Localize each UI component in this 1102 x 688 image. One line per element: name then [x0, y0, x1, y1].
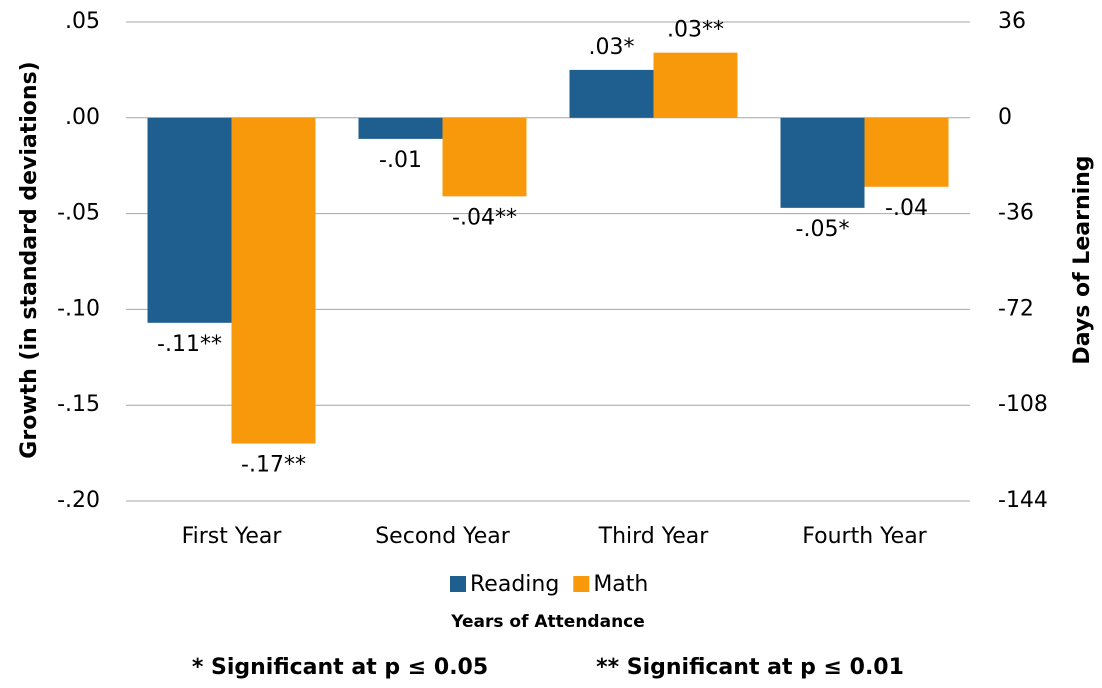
y-axis-label: Growth (in standard deviations): [17, 61, 42, 458]
data-label: -.04**: [452, 205, 517, 230]
bar: [569, 69, 654, 118]
legend-label: Reading: [470, 572, 559, 597]
y2-tick-label: -36: [998, 201, 1034, 226]
y-tick-label: .05: [65, 9, 100, 34]
bar: [147, 117, 232, 323]
y2-axis-label: Days of Learning: [1070, 155, 1095, 364]
footnote: ** Significant at p ≤ 0.01: [596, 655, 904, 680]
y2-tick-label: -144: [998, 488, 1048, 513]
bar: [864, 117, 949, 187]
y2-tick-label: 36: [998, 9, 1026, 34]
bar: [442, 117, 527, 197]
bar: [358, 117, 443, 139]
legend-swatch: [573, 576, 590, 592]
footnote: * Significant at p ≤ 0.05: [192, 655, 488, 680]
x-tick-label: Second Year: [375, 524, 510, 549]
y-tick-label: -.10: [57, 296, 100, 321]
bar: [780, 117, 865, 208]
y2-tick-label: 0: [998, 105, 1012, 130]
y-tick-label: -.05: [57, 201, 100, 226]
y-tick-label: .00: [65, 105, 100, 130]
data-label: -.04: [885, 196, 928, 221]
y2-tick-label: -72: [998, 296, 1034, 321]
data-label: .03*: [589, 35, 635, 60]
legend-swatch: [450, 576, 466, 592]
y-tick-label: -.20: [57, 488, 100, 513]
data-label: -.17**: [241, 453, 306, 478]
x-tick-label: First Year: [182, 524, 283, 549]
bar: [231, 117, 316, 444]
data-label: .03**: [667, 18, 724, 43]
x-tick-label: Fourth Year: [802, 524, 927, 549]
data-label: -.05*: [796, 217, 850, 242]
y-tick-label: -.15: [57, 392, 100, 417]
x-tick-label: Third Year: [598, 524, 710, 549]
y2-tick-label: -108: [998, 392, 1048, 417]
data-label: -.11**: [157, 332, 222, 357]
x-axis-label: Years of Attendance: [450, 612, 645, 632]
data-label: -.01: [379, 148, 422, 173]
bar: [653, 52, 738, 118]
legend-label: Math: [593, 572, 648, 597]
